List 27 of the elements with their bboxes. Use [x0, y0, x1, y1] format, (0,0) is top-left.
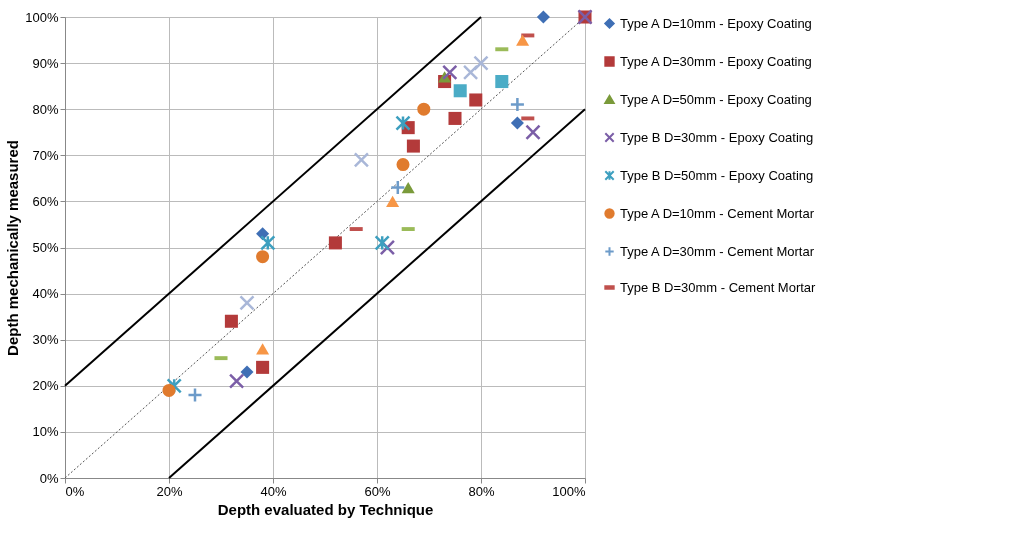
- x-tick-label: 60%: [364, 483, 391, 499]
- y-tick-label: 60%: [32, 193, 59, 209]
- x-tick-label: 20%: [156, 483, 183, 499]
- y-tick-label: 50%: [32, 240, 59, 255]
- legend-label: Type A D=30mm - Cement Mortar: [620, 243, 815, 259]
- legend-label: Type A D=50mm - Epoxy Coating: [620, 91, 812, 107]
- y-tick-label: 40%: [32, 286, 59, 302]
- x-tick-label: 80%: [468, 483, 495, 499]
- legend-label: Type B D=50mm - Epoxy Coating: [620, 167, 814, 183]
- legend-label: Type A D=10mm - Epoxy Coating: [620, 15, 812, 31]
- legend-label: Type A D=10mm - Cement Mortar: [620, 205, 815, 221]
- y-tick-label: 10%: [32, 424, 59, 440]
- y-tick-label: 20%: [32, 378, 59, 394]
- x-tick-label: 100%: [552, 483, 586, 499]
- y-tick-label: 100%: [25, 9, 59, 25]
- x-tick-label: 40%: [260, 483, 287, 499]
- legend-label: Type B D=30mm - Epoxy Coating: [620, 129, 814, 145]
- legend-label: Type B D=30mm - Cement Mortar: [620, 279, 817, 295]
- y-tick-label: 90%: [32, 55, 59, 71]
- x-axis-title: Depth evaluated by Technique: [217, 500, 434, 518]
- y-tick-label: 70%: [32, 147, 59, 163]
- x-tick-label: 0%: [65, 483, 85, 499]
- y-tick-label: 80%: [32, 101, 59, 117]
- legend-label: Type A D=30mm - Epoxy Coating: [620, 53, 812, 69]
- y-tick-label: 0%: [39, 470, 59, 486]
- y-axis-title: Depth mechanically measured: [4, 140, 22, 356]
- y-tick-label: 30%: [32, 332, 59, 348]
